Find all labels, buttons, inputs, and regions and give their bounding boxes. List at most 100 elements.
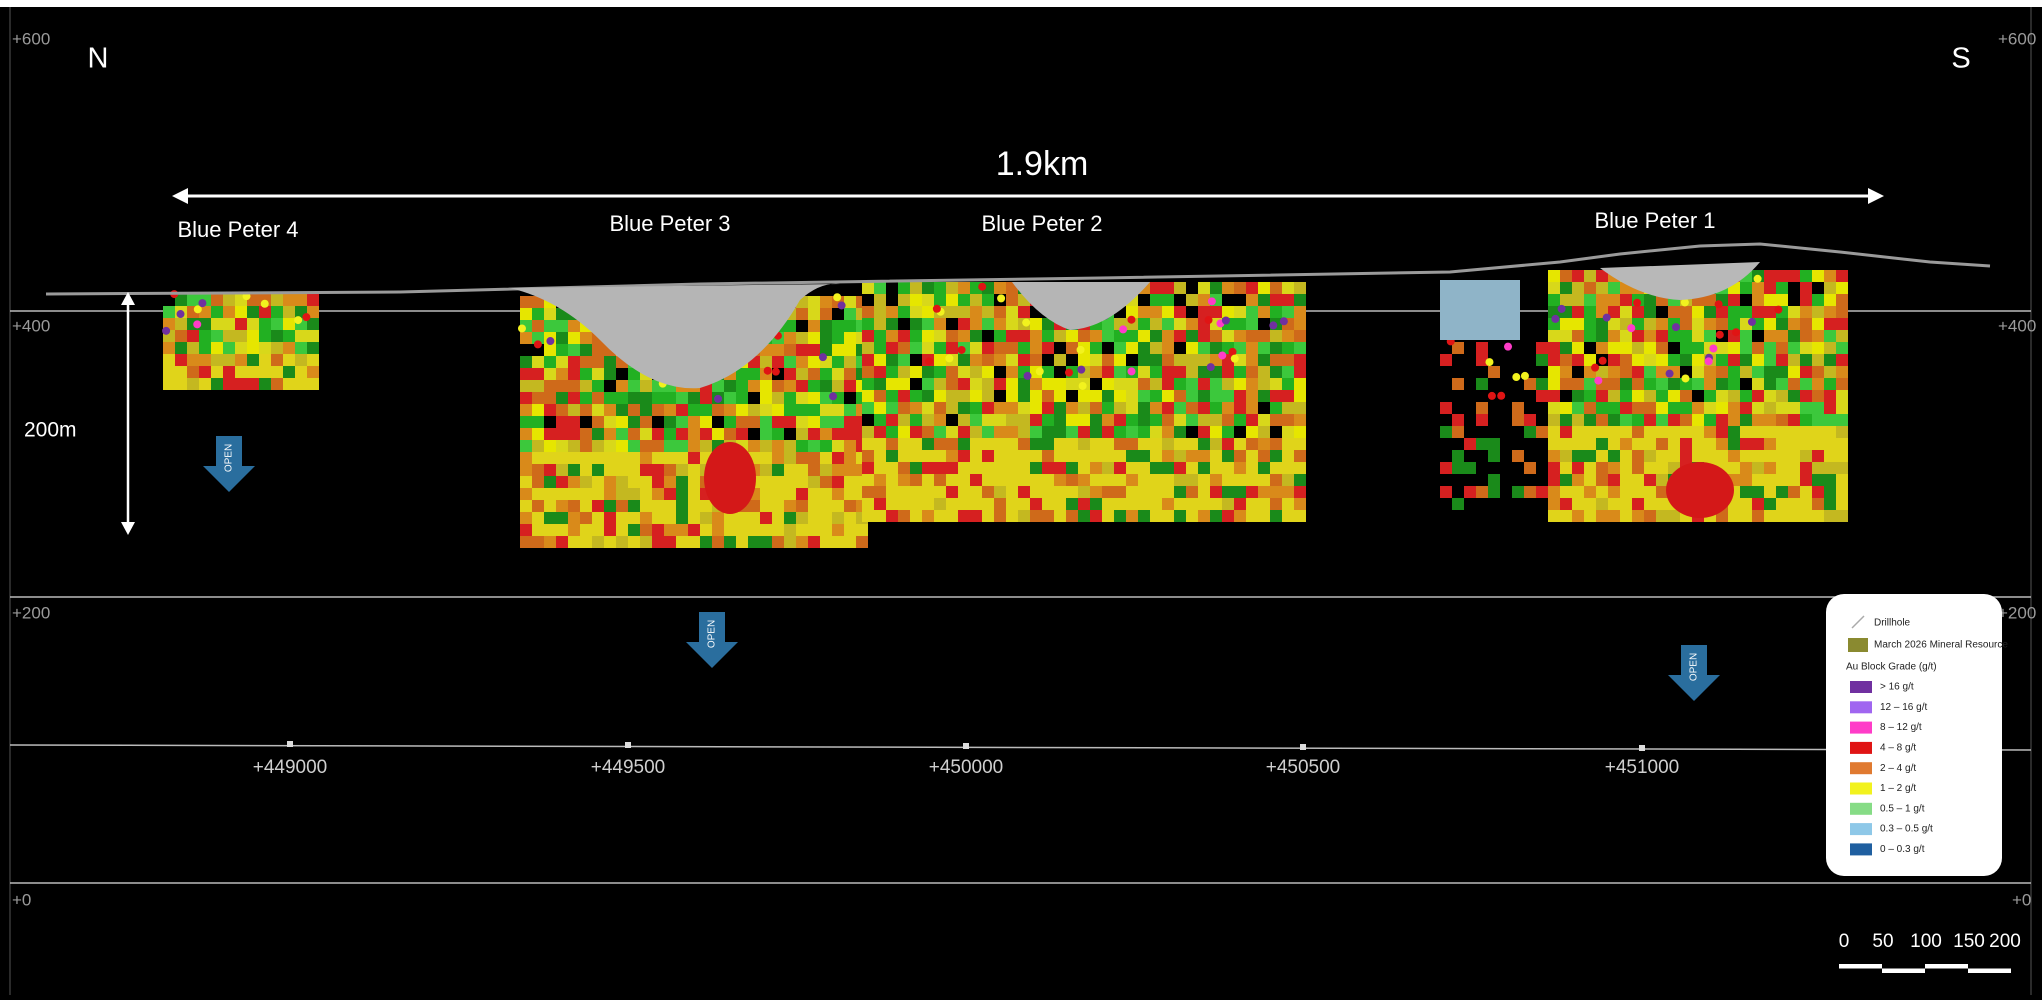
block (640, 416, 652, 428)
block (1572, 294, 1584, 306)
block (724, 392, 736, 404)
block (1836, 462, 1848, 474)
block (1572, 342, 1584, 354)
block (808, 296, 820, 308)
block (1680, 438, 1692, 450)
block (1282, 390, 1294, 402)
block (1006, 486, 1018, 498)
block (1150, 438, 1162, 450)
block (1234, 306, 1246, 318)
block (688, 476, 700, 488)
block (772, 524, 784, 536)
block (1644, 342, 1656, 354)
block (520, 464, 532, 476)
block (247, 354, 259, 366)
block (1812, 426, 1824, 438)
block (1258, 414, 1270, 426)
block (223, 342, 235, 354)
block (1294, 486, 1306, 498)
block (1222, 366, 1234, 378)
block (1452, 462, 1464, 474)
block (544, 416, 556, 428)
block (676, 476, 688, 488)
block (1656, 366, 1668, 378)
block (1030, 378, 1042, 390)
block (1174, 474, 1186, 486)
block (796, 356, 808, 368)
block (1824, 282, 1836, 294)
sample-point (1594, 376, 1603, 385)
block (760, 428, 772, 440)
block (1824, 450, 1836, 462)
block (520, 428, 532, 440)
block (760, 476, 772, 488)
block (580, 440, 592, 452)
block (1030, 498, 1042, 510)
block (1066, 426, 1078, 438)
block (544, 356, 556, 368)
block (187, 366, 199, 378)
block (211, 294, 223, 306)
block (946, 306, 958, 318)
block (934, 498, 946, 510)
block (862, 342, 874, 354)
block (886, 450, 898, 462)
block (886, 510, 898, 522)
block (1126, 462, 1138, 474)
block (1006, 318, 1018, 330)
block (556, 368, 568, 380)
block (1548, 426, 1560, 438)
block (748, 500, 760, 512)
block (700, 500, 712, 512)
block (1246, 486, 1258, 498)
block (187, 330, 199, 342)
block (1704, 438, 1716, 450)
block (1680, 390, 1692, 402)
block (568, 500, 580, 512)
block (1270, 390, 1282, 402)
block (1210, 510, 1222, 522)
block (1668, 306, 1680, 318)
pit-shell (1012, 282, 1150, 330)
block (1476, 354, 1488, 366)
block (1102, 450, 1114, 462)
block (784, 476, 796, 488)
block (259, 342, 271, 354)
block (235, 342, 247, 354)
block (556, 344, 568, 356)
block (898, 474, 910, 486)
block (700, 416, 712, 428)
block (1222, 414, 1234, 426)
top-border (0, 0, 2042, 7)
block (1210, 282, 1222, 294)
block (1824, 378, 1836, 390)
easting-tick (963, 743, 969, 749)
block (556, 332, 568, 344)
sample-point (1709, 344, 1718, 353)
block (568, 344, 580, 356)
block (748, 440, 760, 452)
block (1608, 330, 1620, 342)
block (1716, 390, 1728, 402)
block (1560, 366, 1572, 378)
block (970, 510, 982, 522)
block (1078, 414, 1090, 426)
block (592, 500, 604, 512)
block (1210, 378, 1222, 390)
pit-shell (1600, 262, 1760, 300)
block (532, 512, 544, 524)
block (820, 296, 832, 308)
block (556, 464, 568, 476)
block (1270, 294, 1282, 306)
block (1234, 510, 1246, 522)
block (592, 488, 604, 500)
block (1102, 462, 1114, 474)
block (748, 428, 760, 440)
block (568, 332, 580, 344)
block (568, 380, 580, 392)
block (1246, 294, 1258, 306)
block (760, 416, 772, 428)
block (1812, 474, 1824, 486)
block (664, 416, 676, 428)
block (1776, 402, 1788, 414)
